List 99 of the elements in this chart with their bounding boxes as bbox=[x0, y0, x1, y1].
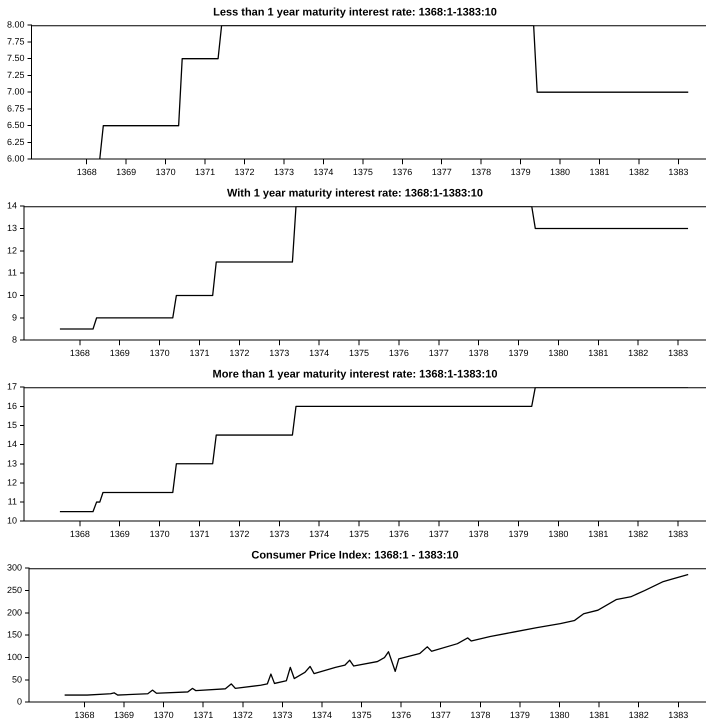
x-tick-label: 1380 bbox=[548, 348, 568, 358]
x-tick-label: 1368 bbox=[74, 710, 94, 720]
x-tick-label: 1381 bbox=[589, 167, 610, 178]
y-tick-label: 6.25 bbox=[6, 136, 25, 147]
x-tick-label: 1378 bbox=[470, 710, 490, 720]
x-tick-label: 1375 bbox=[349, 348, 370, 358]
x-tick-label: 1374 bbox=[309, 529, 330, 540]
x-tick-label: 1369 bbox=[116, 167, 136, 178]
x-tick-label: 1381 bbox=[588, 348, 608, 358]
y-tick-label: 6.75 bbox=[6, 103, 25, 114]
y-tick-label: 6.50 bbox=[6, 120, 25, 130]
x-tick-label: 1374 bbox=[312, 710, 332, 720]
y-tick-label: 8.00 bbox=[6, 20, 25, 30]
x-tick-label: 1370 bbox=[156, 167, 176, 178]
y-tick-label: 14 bbox=[6, 200, 18, 211]
x-tick-label: 1378 bbox=[471, 167, 492, 178]
x-tick-label: 1379 bbox=[508, 348, 529, 358]
x-tick-label: 1375 bbox=[352, 167, 373, 178]
x-tick-label: 1380 bbox=[550, 710, 570, 720]
x-tick-label: 1377 bbox=[428, 348, 449, 358]
x-tick-label: 1376 bbox=[392, 167, 412, 178]
y-tick-label: 7.50 bbox=[6, 53, 25, 64]
y-tick-label: 7.00 bbox=[6, 86, 25, 97]
x-tick-label: 1379 bbox=[510, 710, 530, 720]
x-tick-label: 1378 bbox=[468, 529, 489, 540]
y-tick-label: 10 bbox=[6, 290, 18, 300]
chart-title: With 1 year maturity interest rate: 1368:1-1383:10 bbox=[226, 188, 484, 200]
x-tick-label: 1378 bbox=[468, 348, 489, 358]
x-tick-label: 1381 bbox=[588, 529, 608, 540]
x-tick-label: 1383 bbox=[668, 710, 688, 720]
x-tick-label: 1373 bbox=[269, 348, 290, 358]
y-tick-label: 0 bbox=[17, 696, 22, 707]
x-tick-label: 1383 bbox=[668, 348, 688, 358]
y-tick-label: 100 bbox=[6, 652, 22, 662]
y-tick-label: 16 bbox=[6, 400, 18, 411]
x-tick-label: 1373 bbox=[272, 710, 292, 720]
x-tick-label: 1370 bbox=[150, 529, 170, 540]
x-tick-label: 1376 bbox=[391, 710, 412, 720]
x-tick-label: 1371 bbox=[189, 348, 210, 358]
x-tick-label: 1382 bbox=[628, 529, 648, 540]
y-tick-label: 11 bbox=[8, 268, 18, 278]
y-tick-label: 9 bbox=[12, 312, 18, 322]
x-tick-label: 1372 bbox=[234, 167, 255, 178]
y-tick-label: 13 bbox=[6, 223, 18, 234]
y-tick-label: 7.25 bbox=[6, 70, 25, 80]
x-tick-label: 1374 bbox=[313, 167, 334, 178]
x-tick-label: 1373 bbox=[269, 529, 290, 540]
y-tick-label: 12 bbox=[6, 245, 18, 256]
x-tick-label: 1372 bbox=[229, 529, 250, 540]
x-tick-label: 1382 bbox=[628, 348, 648, 358]
x-tick-label: 1369 bbox=[110, 348, 130, 358]
x-tick-label: 1369 bbox=[114, 710, 134, 720]
x-tick-label: 1377 bbox=[432, 167, 452, 178]
y-tick-label: 250 bbox=[6, 585, 22, 596]
x-tick-label: 1380 bbox=[550, 167, 570, 178]
x-tick-label: 1376 bbox=[388, 529, 409, 540]
y-tick-label: 8 bbox=[12, 334, 18, 345]
y-tick-label: 13 bbox=[6, 458, 18, 468]
y-tick-label: 6.00 bbox=[6, 154, 25, 164]
y-tick-label: 300 bbox=[6, 562, 22, 573]
x-tick-label: 1368 bbox=[70, 529, 90, 540]
y-tick-label: 14 bbox=[6, 439, 18, 450]
y-tick-label: 15 bbox=[6, 420, 18, 430]
x-tick-label: 1382 bbox=[628, 710, 649, 720]
y-tick-label: 7.75 bbox=[6, 36, 25, 46]
y-tick-label: 150 bbox=[6, 630, 22, 640]
x-tick-label: 1382 bbox=[628, 167, 649, 178]
x-tick-label: 1370 bbox=[154, 710, 174, 720]
x-tick-label: 1372 bbox=[232, 710, 253, 720]
x-tick-label: 1369 bbox=[110, 529, 130, 540]
y-tick-label: 200 bbox=[6, 607, 22, 618]
x-tick-label: 1380 bbox=[548, 529, 568, 540]
x-tick-label: 1377 bbox=[430, 710, 451, 720]
x-tick-label: 1377 bbox=[428, 529, 449, 540]
x-tick-label: 1376 bbox=[388, 348, 409, 358]
x-tick-label: 1371 bbox=[189, 529, 210, 540]
x-tick-label: 1383 bbox=[668, 167, 688, 178]
y-tick-label: 11 bbox=[8, 496, 18, 507]
x-tick-label: 1368 bbox=[70, 348, 90, 358]
x-tick-label: 1379 bbox=[508, 529, 529, 540]
x-tick-label: 1375 bbox=[352, 710, 372, 720]
y-tick-label: 17 bbox=[6, 382, 18, 392]
x-tick-label: 1372 bbox=[229, 348, 250, 358]
y-tick-label: 10 bbox=[6, 516, 18, 526]
y-tick-label: 12 bbox=[6, 477, 18, 488]
x-tick-label: 1375 bbox=[349, 529, 370, 540]
chart-title: Less than 1 year maturity interest rate: 1368:1-1383:10 bbox=[213, 6, 497, 19]
x-tick-label: 1368 bbox=[76, 167, 97, 178]
chart-title: More than 1 year maturity interest rate: 1368:1-1383:10 bbox=[212, 368, 498, 381]
x-tick-label: 1379 bbox=[510, 167, 531, 178]
x-tick-label: 1381 bbox=[589, 710, 610, 720]
x-tick-label: 1370 bbox=[150, 348, 170, 358]
x-tick-label: 1371 bbox=[193, 710, 214, 720]
x-tick-label: 1383 bbox=[668, 529, 688, 540]
x-tick-label: 1373 bbox=[274, 167, 294, 178]
chart-title: Consumer Price Index: 1368:1 - 1383:10 bbox=[251, 550, 459, 562]
x-tick-label: 1371 bbox=[195, 167, 216, 178]
x-tick-label: 1374 bbox=[309, 348, 330, 358]
y-tick-label: 50 bbox=[12, 674, 22, 684]
